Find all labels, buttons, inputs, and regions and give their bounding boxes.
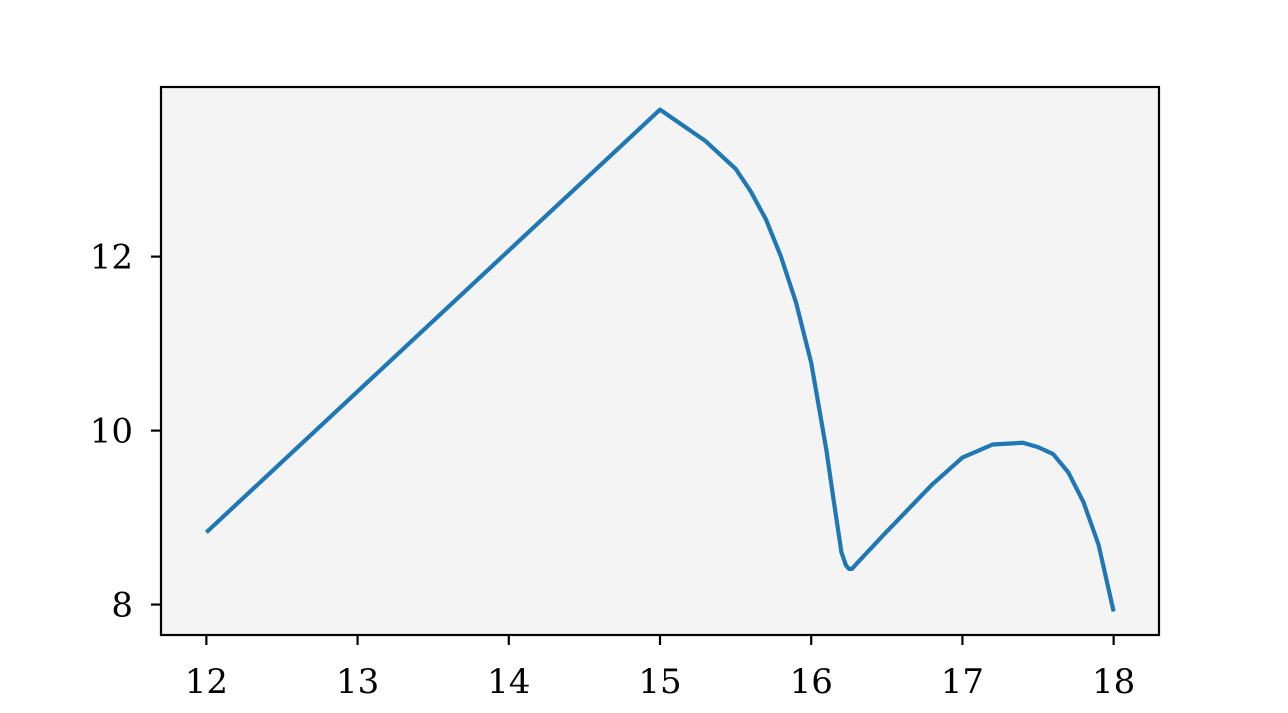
y-tick-label: 10	[90, 412, 133, 452]
x-tick-label: 18	[1092, 662, 1135, 702]
y-axis: 8 10 12	[90, 238, 161, 626]
x-tick-label: 15	[638, 662, 681, 702]
plot-area	[161, 87, 1159, 635]
y-tick-label: 8	[111, 586, 133, 626]
y-tick-label: 12	[90, 238, 133, 278]
x-axis: 12 13 14 15 16 17 18	[185, 635, 1135, 702]
x-tick-label: 17	[941, 662, 984, 702]
series-layer	[204, 107, 1116, 612]
x-tick-label: 16	[790, 662, 833, 702]
x-tick-label: 12	[185, 662, 228, 702]
series-line-0	[204, 107, 1116, 612]
x-tick-label: 13	[336, 662, 379, 702]
x-tick-label: 14	[487, 662, 530, 702]
